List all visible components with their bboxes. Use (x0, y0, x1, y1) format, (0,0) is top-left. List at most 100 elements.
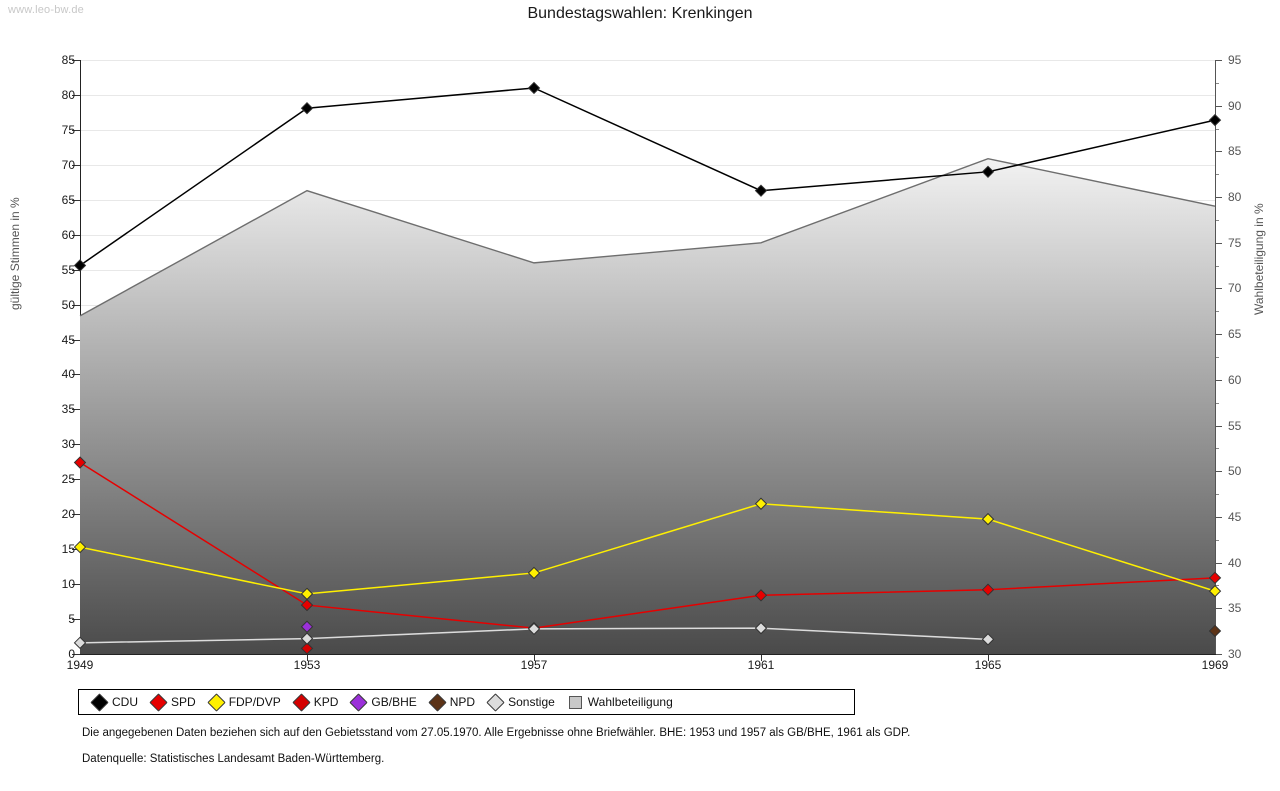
y-axis-right-tick-label: 60 (1228, 372, 1242, 387)
y-axis-left-tickmark (72, 199, 80, 201)
data-point-fdp-dvp[interactable] (981, 512, 995, 526)
y-axis-right-tick-label: 30 (1228, 647, 1242, 661)
legend-item-wahlbeteiligung[interactable]: Wahlbeteiligung (568, 695, 673, 709)
data-point-fdp-dvp[interactable] (1208, 584, 1222, 598)
y-axis-right-minor-tickmark (1215, 402, 1219, 404)
data-point-sonstige[interactable] (754, 621, 768, 635)
y-axis-right-tickmark (1215, 60, 1222, 61)
y-axis-right-tickmark (1215, 471, 1222, 473)
legend-label: FDP/DVP (228, 695, 281, 709)
y-axis-right-tick-label: 35 (1228, 601, 1242, 616)
legend-item-cdu[interactable]: CDU (90, 692, 138, 712)
data-point-npd[interactable] (1208, 624, 1222, 638)
y-axis-left-tick-label: 85 (61, 53, 75, 67)
data-point-cdu[interactable] (1208, 113, 1222, 127)
data-point-cdu[interactable] (73, 259, 87, 272)
y-axis-right-tickmark (1215, 379, 1222, 381)
legend-label: GB/BHE (371, 695, 417, 709)
y-axis-left-tickmark (72, 479, 80, 481)
data-point-cdu[interactable] (981, 165, 995, 179)
data-point-sonstige[interactable] (300, 632, 314, 645)
data-point-sonstige[interactable] (73, 636, 87, 650)
y-axis-right-line (1215, 60, 1216, 655)
y-axis-right-tick-label: 40 (1228, 555, 1242, 570)
y-axis-left-tickmark (72, 129, 80, 131)
y-axis-left-tick-label: 45 (61, 332, 75, 347)
y-axis-left-label: gültige Stimmen in % (8, 197, 22, 310)
y-axis-right-minor-tickmark (1215, 174, 1219, 176)
legend-swatch-diamond-icon (206, 692, 226, 712)
x-axis-tick-label: 1961 (747, 658, 775, 672)
data-point-cdu[interactable] (754, 184, 768, 197)
y-axis-right-tick-label: 65 (1228, 327, 1242, 342)
y-axis-left-tickmark (72, 164, 80, 166)
y-axis-right-minor-tickmark (1215, 494, 1219, 496)
data-point-fdp-dvp[interactable] (527, 566, 541, 580)
y-axis-right-tickmark (1215, 425, 1222, 427)
y-axis-right-tick-label: 90 (1228, 98, 1242, 113)
data-point-spd[interactable] (300, 598, 314, 612)
legend-item-npd[interactable]: NPD (428, 692, 475, 712)
y-axis-left-tick-label: 65 (61, 192, 75, 207)
y-axis-right-minor-tickmark (1215, 357, 1219, 358)
legend-label: KPD (313, 695, 339, 709)
y-axis-right-tickmark (1215, 151, 1222, 153)
x-axis-tick-label: 1949 (66, 658, 94, 672)
y-axis-left-tick-label: 35 (61, 402, 75, 417)
gridline (80, 129, 1215, 131)
y-axis-right-tickmark (1215, 105, 1222, 107)
y-axis-left-tick-label: 50 (61, 297, 75, 312)
y-axis-left-tickmark (72, 549, 80, 551)
data-point-kpd[interactable] (300, 642, 314, 655)
footnote-datenquelle: Datenquelle: Statistisches Landesamt Bad… (82, 753, 385, 765)
data-point-sonstige[interactable] (981, 633, 995, 646)
y-axis-left-tick-label: 25 (61, 472, 75, 487)
y-axis-right-tickmark (1215, 288, 1222, 290)
data-point-fdp-dvp[interactable] (754, 497, 768, 510)
legend-item-kpd[interactable]: KPD (292, 692, 339, 712)
data-point-gb-bhe[interactable] (300, 620, 314, 633)
wahlbeteiligung-line (79, 157, 1216, 317)
legend-swatch-diamond-icon (149, 692, 168, 712)
y-axis-right-minor-tickmark (1215, 311, 1219, 313)
y-axis-left-tick-label: 80 (61, 87, 75, 102)
y-axis-right-minor-tickmark (1215, 265, 1219, 267)
watermark: www.leo-bw.de (8, 4, 84, 16)
y-axis-left-tickmark (72, 374, 80, 376)
y-axis-left-tick-label: 15 (61, 542, 75, 557)
data-point-fdp-dvp[interactable] (73, 540, 87, 554)
y-axis-right-tick-label: 50 (1228, 464, 1242, 479)
y-axis-right-minor-tickmark (1215, 82, 1219, 84)
y-axis-left-tickmark (72, 514, 80, 516)
y-axis-left-tick-label: 75 (61, 122, 75, 137)
y-axis-left-tickmark (72, 234, 80, 236)
legend-swatch-diamond-icon (349, 692, 369, 712)
x-axis-tick-label: 1969 (1201, 658, 1229, 672)
x-axis-tickmark (761, 655, 762, 661)
data-point-sonstige[interactable] (527, 622, 541, 636)
legend-item-spd[interactable]: SPD (149, 692, 196, 712)
data-point-fdp-dvp[interactable] (300, 587, 314, 601)
legend-label: Wahlbeteiligung (587, 695, 673, 709)
y-axis-left-tickmark (72, 60, 80, 61)
data-point-cdu[interactable] (300, 102, 314, 115)
legend-item-sonstige[interactable]: Sonstige (486, 692, 555, 712)
gridline (80, 234, 1215, 236)
y-axis-left-tick-label: 70 (61, 157, 75, 172)
chart-legend: CDU SPD FDP/DVP KPD GB/BHE NPD Sonstige Wahlbet… (78, 689, 855, 715)
data-point-spd[interactable] (981, 583, 995, 596)
data-point-spd[interactable] (1208, 571, 1222, 585)
y-axis-right-minor-tickmark (1215, 448, 1219, 450)
data-point-cdu[interactable] (527, 81, 541, 95)
y-axis-right-tick-label: 55 (1228, 418, 1242, 433)
legend-item-fdp-dvp[interactable]: FDP/DVP (206, 692, 281, 712)
y-axis-right-tick-label: 95 (1228, 53, 1242, 67)
y-axis-right-tick-label: 85 (1228, 144, 1242, 159)
x-axis-tick-label: 1953 (293, 658, 321, 672)
y-axis-left-tickmark (72, 94, 80, 96)
legend-item-gb-bhe[interactable]: GB/BHE (349, 692, 417, 712)
data-point-spd[interactable] (73, 456, 87, 469)
gridline (80, 94, 1215, 96)
y-axis-left-tickmark (72, 304, 80, 306)
data-point-spd[interactable] (754, 589, 768, 602)
